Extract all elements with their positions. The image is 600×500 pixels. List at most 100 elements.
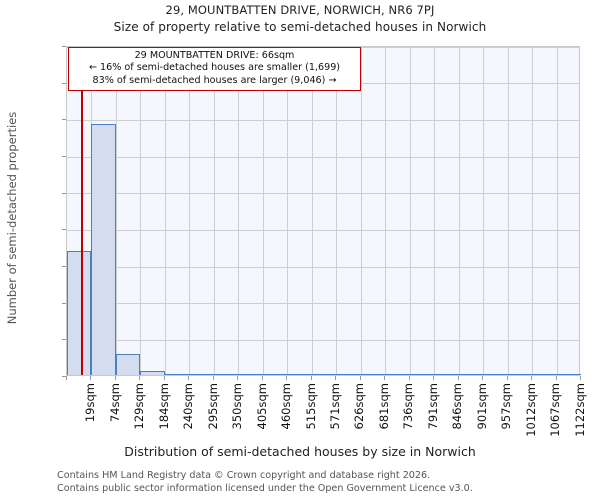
gridline-vertical <box>336 47 338 375</box>
gridline-horizontal <box>67 229 579 231</box>
gridline-vertical <box>556 47 558 375</box>
x-axis-tick-mark <box>457 376 459 380</box>
gridline-vertical <box>483 47 485 375</box>
x-axis-tick-label: 405sqm <box>254 383 269 430</box>
histogram-bar <box>360 373 386 375</box>
x-axis-tick-mark <box>188 376 190 380</box>
histogram-bar <box>458 373 484 375</box>
x-axis-label: Distribution of semi-detached houses by … <box>124 444 476 459</box>
x-axis-tick-label: 515sqm <box>303 383 318 430</box>
gridline-vertical <box>262 47 264 375</box>
property-marker-layer <box>67 47 579 375</box>
gridline-vertical <box>189 47 191 375</box>
histogram-bar <box>556 373 581 375</box>
x-axis-tick-mark <box>114 376 116 380</box>
x-axis-tick-mark <box>286 376 288 380</box>
x-axis-tick-label: 240sqm <box>181 383 196 430</box>
x-axis-tick-label: 19sqm <box>83 383 98 423</box>
gridline-vertical <box>532 47 534 375</box>
x-axis-tick-label: 901sqm <box>474 383 489 430</box>
gridline-vertical <box>164 47 166 375</box>
x-axis-tick-label: 846sqm <box>450 383 465 430</box>
gridline-horizontal <box>67 339 579 341</box>
histogram-bar <box>532 373 557 375</box>
x-axis-tick-mark <box>408 376 410 380</box>
x-axis-tick-mark <box>531 376 533 380</box>
histogram-bar <box>507 373 533 375</box>
x-axis-tick-label: 350sqm <box>230 383 245 430</box>
gridline-vertical <box>409 47 411 375</box>
histogram-bar <box>409 373 435 375</box>
x-axis-tick-mark <box>580 376 581 380</box>
histogram-bar <box>385 373 410 375</box>
x-axis-tick-label: 184sqm <box>156 383 171 430</box>
gridline-vertical <box>287 47 289 375</box>
gridline-vertical <box>434 47 436 375</box>
footer-attribution: Contains HM Land Registry data © Crown c… <box>57 470 597 495</box>
histogram-bar <box>434 373 459 375</box>
y-axis-tick-mark <box>62 229 66 231</box>
x-axis-tick-mark <box>237 376 239 380</box>
gridline-horizontal <box>67 193 579 195</box>
y-axis-tick-mark <box>62 156 66 157</box>
histogram-bar <box>262 373 288 375</box>
x-axis-tick-mark <box>384 376 386 380</box>
histogram-bar <box>91 123 116 375</box>
x-axis-tick-mark <box>555 376 557 380</box>
x-axis-tick-mark <box>335 376 337 380</box>
x-axis-tick-mark <box>90 376 92 380</box>
y-axis-tick-mark <box>62 266 66 267</box>
chart-title: 29, MOUNTBATTEN DRIVE, NORWICH, NR6 7PJ <box>165 3 435 17</box>
x-axis-tick-mark <box>433 376 435 380</box>
y-axis-label: Number of semi-detached properties <box>5 111 19 325</box>
gridline-horizontal <box>67 119 579 121</box>
x-axis-tick-mark <box>261 376 263 380</box>
x-axis-tick-label: 460sqm <box>279 383 294 430</box>
gridline-vertical <box>507 47 509 375</box>
x-axis-tick-label: 626sqm <box>352 383 367 430</box>
y-axis-tick-mark <box>62 376 66 377</box>
plot-area <box>66 46 581 376</box>
bars-layer <box>67 47 581 375</box>
histogram-bar <box>311 373 337 375</box>
property-size-marker-line <box>81 47 84 375</box>
x-axis-tick-label: 571sqm <box>328 383 342 430</box>
x-axis-tick-mark <box>139 376 141 380</box>
histogram-bar <box>67 251 92 375</box>
x-axis-tick-label: 681sqm <box>376 383 391 430</box>
gridline-vertical <box>385 47 387 375</box>
x-axis-tick-label: 74sqm <box>107 383 122 423</box>
annotation-line-2: ← 16% of semi-detached houses are smalle… <box>88 62 341 74</box>
gridline-vertical <box>311 47 313 375</box>
histogram-bar <box>189 373 214 375</box>
footer-line-2: Contains public sector information licen… <box>57 482 473 494</box>
chart-subtitle: Size of property relative to semi-detach… <box>113 20 487 34</box>
gridline-horizontal <box>67 156 579 158</box>
x-axis-tick-mark <box>310 376 312 380</box>
x-axis-tick-label: 1122sqm <box>572 383 587 437</box>
gridline-vertical <box>213 47 215 375</box>
histogram-bar <box>115 354 141 375</box>
x-axis-tick-mark <box>212 376 214 380</box>
x-axis-tick-label: 295sqm <box>205 383 220 430</box>
y-axis-tick-mark <box>62 192 66 194</box>
gridline-vertical <box>238 47 240 375</box>
x-axis-tick-mark <box>506 376 508 380</box>
x-axis-tick-mark <box>163 376 165 380</box>
histogram-bar <box>336 373 361 375</box>
histogram-bar <box>164 373 190 375</box>
y-axis-tick-mark <box>62 82 66 84</box>
x-axis-tick-label: 129sqm <box>132 383 147 430</box>
y-axis-tick-mark <box>62 339 66 341</box>
y-axis-tick-mark <box>62 119 66 121</box>
x-axis-tick-label: 736sqm <box>401 383 416 430</box>
histogram-bar <box>238 373 263 375</box>
gridline-vertical <box>115 47 117 375</box>
histogram-bar <box>213 373 239 375</box>
y-axis-tick-mark <box>62 302 66 304</box>
histogram-bar <box>483 373 508 375</box>
histogram-bar <box>140 370 165 375</box>
property-annotation-box: 29 MOUNTBATTEN DRIVE: 66sqm ← 16% of sem… <box>68 47 361 91</box>
annotation-line-3: 83% of semi-detached houses are larger (… <box>92 74 337 86</box>
